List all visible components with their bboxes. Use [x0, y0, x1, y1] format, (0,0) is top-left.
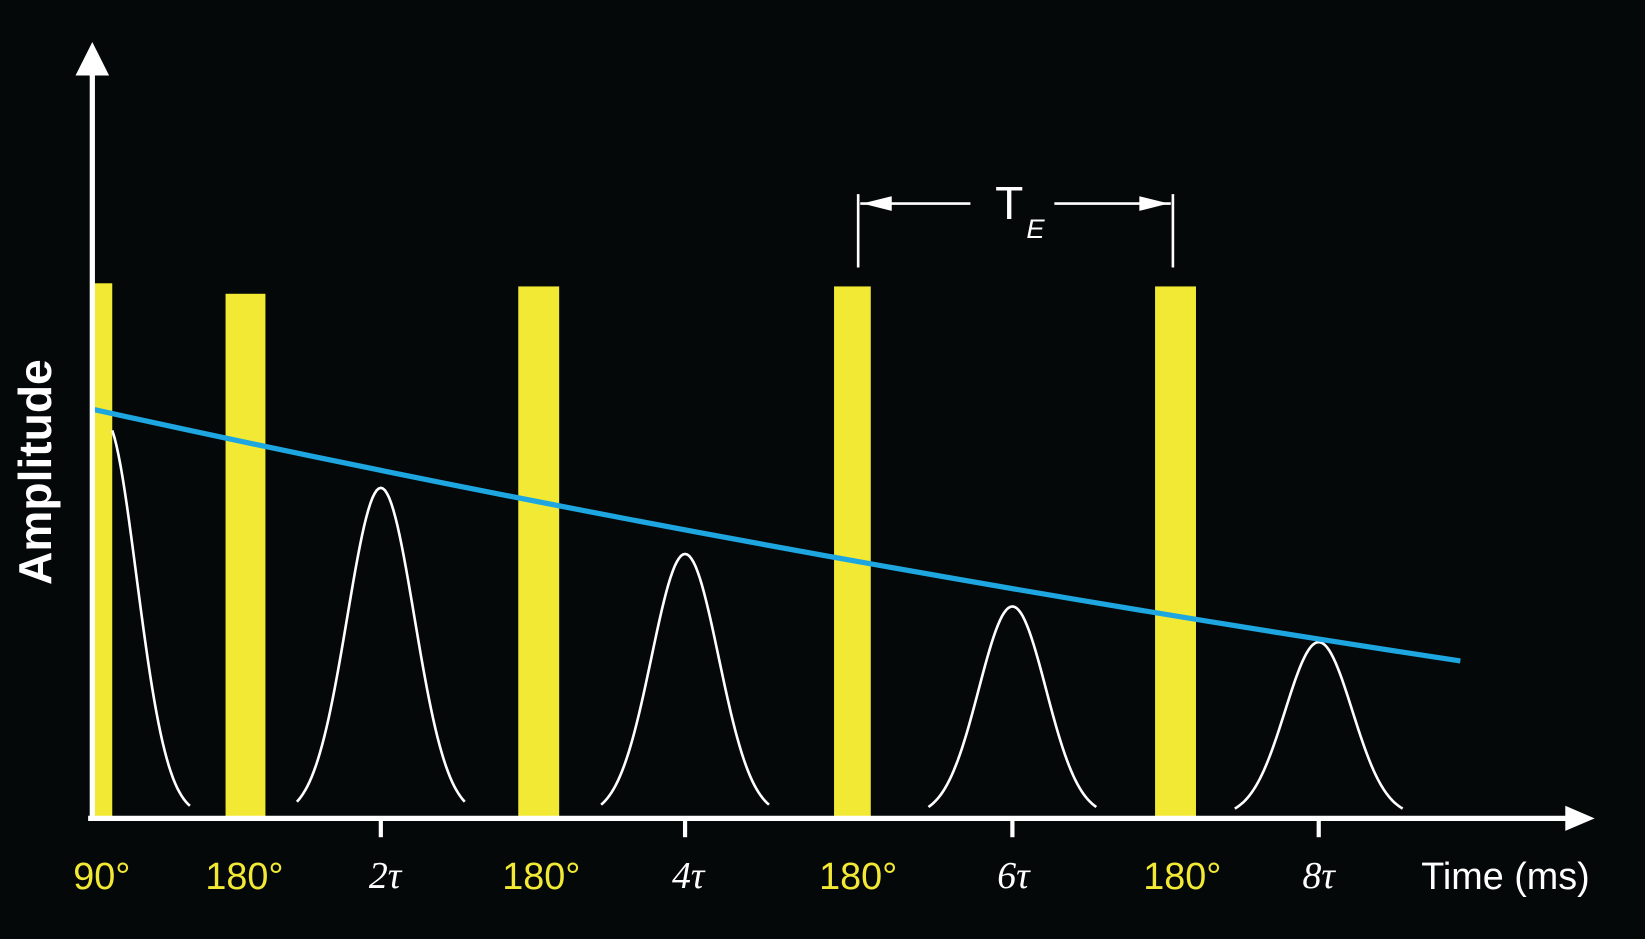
- pulse-bar: [1155, 286, 1196, 817]
- fid: [111, 429, 191, 807]
- shapes: [75, 41, 1595, 838]
- pulse-label: 90°: [73, 856, 130, 898]
- echo-label: 4τ: [672, 855, 706, 897]
- echo-label: 8τ: [1303, 855, 1337, 897]
- pulse-label: 180°: [1143, 856, 1221, 898]
- pulse-bar: [834, 286, 871, 817]
- bracket-arrowhead: [1139, 196, 1169, 211]
- echo: [600, 552, 770, 806]
- x-axis-label: Time (ms): [1421, 856, 1589, 898]
- pulse-bar: [518, 286, 560, 817]
- y-axis-label: Amplitude: [9, 359, 61, 585]
- echo: [295, 486, 466, 803]
- pulse-bar: [225, 293, 266, 817]
- pulse-bar: [92, 283, 113, 817]
- echo: [1234, 640, 1404, 810]
- x-axis-arrow: [1565, 805, 1595, 831]
- echo-label: 6τ: [997, 855, 1031, 897]
- echo-label: 2τ: [369, 855, 403, 897]
- interval-label: T: [995, 177, 1023, 229]
- pulse-label: 180°: [205, 856, 283, 898]
- pulse-label: 180°: [819, 856, 897, 898]
- echo: [927, 605, 1098, 809]
- pulse-label: 180°: [502, 856, 580, 898]
- decay-envelope: [91, 406, 1461, 664]
- bracket-arrowhead: [862, 196, 892, 211]
- y-axis-arrow: [75, 41, 110, 76]
- interval-subscript: E: [1026, 213, 1045, 244]
